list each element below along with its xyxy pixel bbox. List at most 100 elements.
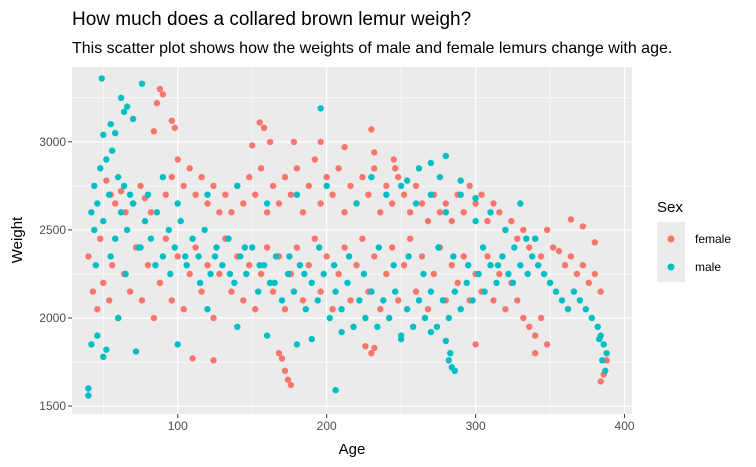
data-point-female: [109, 262, 116, 269]
data-point-female: [359, 235, 366, 242]
data-point-female: [389, 200, 396, 207]
data-point-male: [447, 350, 454, 357]
data-point-male: [380, 297, 387, 304]
data-point-male: [442, 337, 449, 345]
data-point-male: [308, 279, 315, 286]
data-points: [85, 75, 610, 399]
data-point-female: [162, 191, 169, 198]
data-point-female: [150, 128, 158, 135]
data-point-male: [85, 385, 92, 392]
data-point-female: [335, 165, 342, 172]
data-point-male: [196, 279, 204, 286]
data-point-male: [509, 279, 517, 286]
data-point-male: [241, 244, 248, 251]
data-point-male: [475, 270, 482, 278]
data-point-female: [567, 253, 575, 260]
y-tick-label: 2000: [39, 311, 66, 325]
data-point-female: [496, 209, 503, 216]
data-point-male: [588, 314, 595, 322]
data-point-female: [210, 182, 217, 190]
data-point-male: [494, 262, 502, 269]
data-point-female: [484, 217, 491, 225]
data-point-male: [564, 306, 572, 313]
data-point-female: [159, 91, 167, 98]
data-point-male: [350, 323, 357, 330]
data-point-female: [269, 182, 277, 190]
data-point-male: [98, 75, 106, 82]
data-point-male: [132, 348, 140, 355]
data-point-female: [335, 270, 342, 278]
data-point-male: [493, 279, 500, 286]
data-point-male: [356, 297, 363, 304]
data-point-female: [137, 182, 144, 190]
gridlines: [72, 67, 632, 414]
data-point-male: [213, 244, 220, 251]
data-point-female: [246, 173, 253, 181]
data-point-female: [156, 85, 164, 93]
data-point-female: [579, 223, 587, 230]
data-point-female: [377, 209, 384, 216]
data-point-male: [231, 279, 238, 286]
data-point-male: [85, 392, 92, 399]
data-point-male: [499, 253, 506, 260]
data-point-female: [260, 124, 268, 131]
data-point-male: [517, 200, 524, 207]
data-point-male: [403, 177, 411, 184]
data-point-male: [126, 191, 134, 198]
data-point-male: [290, 288, 298, 295]
data-point-male: [532, 235, 539, 242]
data-point-male: [122, 270, 129, 278]
data-point-female: [365, 191, 372, 198]
data-point-male: [88, 341, 95, 348]
data-point-male: [540, 270, 548, 278]
data-point-female: [240, 297, 247, 304]
axes: 100 200 300 400 1500 2000 2500 3000: [39, 135, 635, 433]
data-point-male: [368, 173, 375, 181]
data-point-female: [97, 235, 104, 242]
data-point-female: [299, 209, 307, 216]
data-point-male: [523, 235, 530, 242]
data-point-female: [198, 288, 205, 295]
data-point-male: [234, 182, 241, 190]
data-point-female: [472, 341, 479, 348]
data-point-male: [600, 341, 607, 348]
data-point-male: [260, 262, 268, 269]
data-point-female: [284, 376, 292, 383]
data-point-female: [210, 314, 217, 322]
data-point-female: [400, 191, 408, 198]
data-point-male: [442, 209, 449, 216]
data-point-female: [257, 165, 265, 172]
chart-subtitle: This scatter plot shows how the weights …: [72, 40, 672, 57]
data-point-male: [427, 328, 435, 336]
data-point-female: [537, 253, 545, 260]
data-point-female: [299, 297, 307, 304]
data-point-male: [420, 270, 427, 278]
data-point-female: [144, 262, 152, 269]
data-point-female: [317, 288, 324, 295]
data-point-female: [395, 173, 402, 181]
data-point-male: [183, 262, 190, 269]
data-point-male: [332, 288, 339, 295]
data-point-male: [427, 288, 435, 295]
data-point-male: [457, 177, 464, 184]
data-point-male: [405, 253, 412, 260]
data-point-male: [100, 131, 107, 138]
data-point-female: [490, 297, 497, 304]
data-point-male: [137, 244, 144, 251]
data-point-female: [466, 182, 473, 190]
data-point-male: [286, 253, 293, 260]
x-tick-label: 300: [466, 419, 486, 433]
data-point-female: [430, 270, 438, 278]
data-point-female: [252, 306, 259, 313]
data-point-male: [368, 288, 375, 295]
data-point-female: [484, 253, 491, 260]
data-point-female: [317, 200, 324, 207]
data-point-male: [308, 335, 315, 343]
data-point-male: [159, 253, 167, 260]
data-point-female: [442, 200, 449, 207]
data-point-male: [403, 306, 411, 313]
data-point-male: [415, 165, 423, 172]
data-point-male: [211, 253, 219, 260]
data-point-female: [156, 279, 164, 286]
data-point-male: [147, 235, 155, 242]
